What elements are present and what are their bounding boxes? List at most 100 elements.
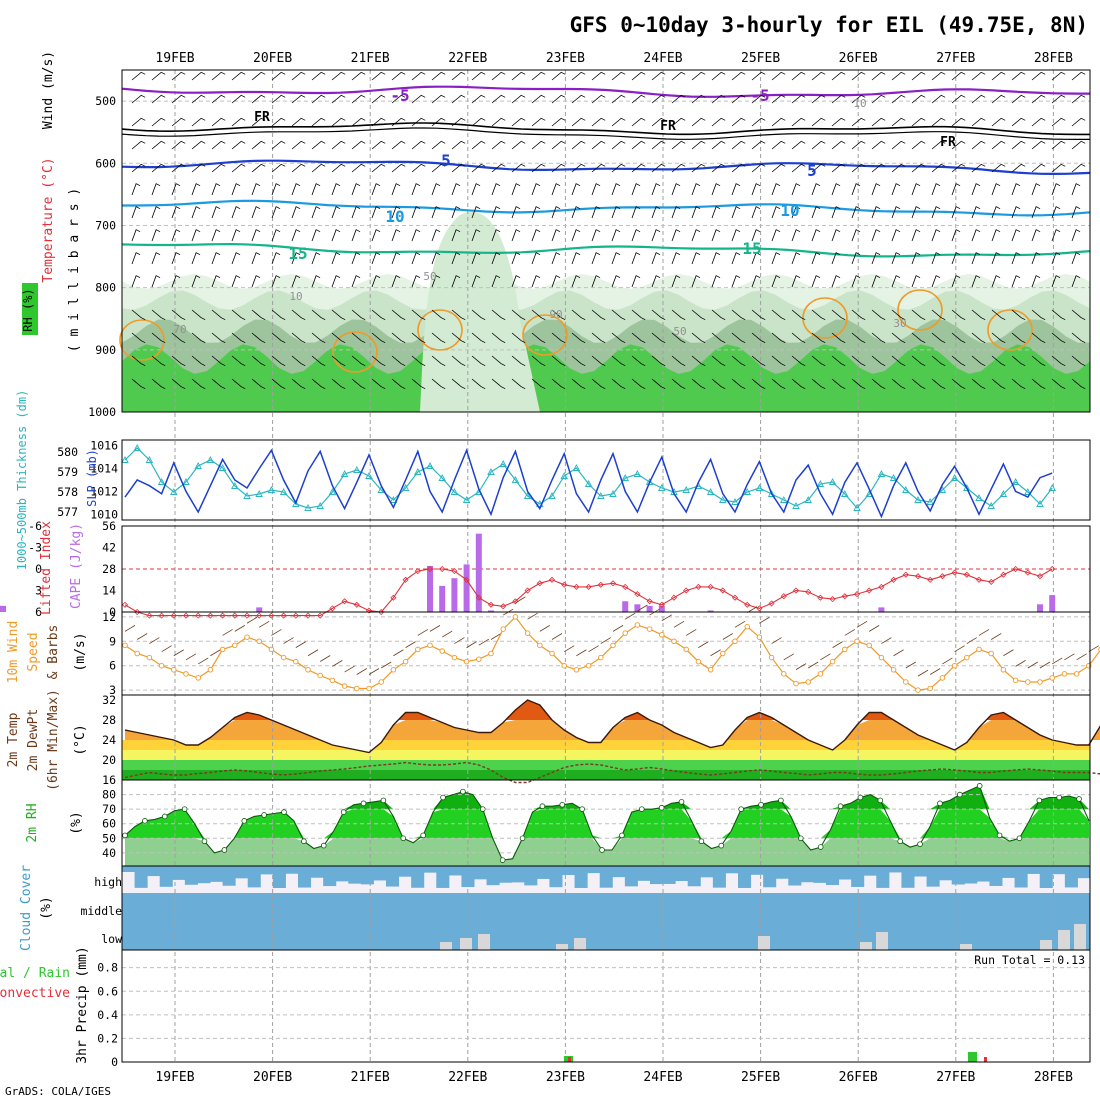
- wind-barb: [771, 355, 786, 367]
- wind-barb: [331, 94, 346, 104]
- wind-speed-point: [476, 656, 482, 662]
- wind-speed-point: [402, 658, 409, 665]
- wind-barb: [331, 252, 341, 265]
- minmax-axis-label: (6hr Min/Max): [46, 689, 61, 791]
- thickness-point: [511, 476, 520, 483]
- wind-speed-point: [158, 662, 165, 669]
- wind-barb: [731, 71, 746, 81]
- rh-contour-label: 30: [893, 317, 906, 330]
- wind-barb: [211, 94, 226, 104]
- wind-barb: [211, 140, 226, 150]
- wind-barb: [271, 332, 286, 344]
- wind-barb: [811, 140, 826, 150]
- wind-barb: [251, 163, 266, 173]
- lifted-index-point: [939, 573, 946, 580]
- wind-barb-10m: [722, 633, 734, 640]
- wind-barb: [431, 71, 446, 81]
- wind-barb: [311, 117, 326, 127]
- wind-speed-point: [1061, 671, 1068, 677]
- wind-barb: [991, 229, 1001, 242]
- wind-barb: [751, 229, 761, 242]
- wind-barb: [951, 206, 961, 219]
- wind-barb: [551, 355, 566, 367]
- wind-barb: [231, 163, 246, 173]
- wind-speed-point: [695, 658, 702, 665]
- lifted-index-point: [1024, 569, 1031, 576]
- wind-barb: [891, 355, 906, 367]
- wind-barb: [351, 229, 361, 242]
- wind-speed-point: [305, 667, 311, 673]
- lifted-index-point: [622, 583, 629, 590]
- wind-barb: [391, 140, 406, 150]
- thickness-point: [1048, 484, 1056, 491]
- wind-barb: [991, 252, 1001, 265]
- thickness-tick: 579: [57, 465, 78, 479]
- wind-barb: [931, 94, 946, 104]
- wind-barb: [451, 183, 461, 196]
- temp-tick: 16: [102, 773, 116, 787]
- wind-barb: [591, 183, 601, 196]
- wind-barb: [791, 332, 806, 344]
- wind-barb: [491, 355, 506, 367]
- wind-speed-point: [1049, 675, 1055, 681]
- thickness-point: [792, 502, 800, 509]
- rh-point: [559, 801, 566, 808]
- wind-barb: [971, 252, 981, 265]
- cloud-high-bar: [197, 866, 211, 884]
- rh-point: [1076, 796, 1082, 802]
- wind-barb: [191, 94, 206, 104]
- wind-barb: [711, 275, 721, 288]
- wind-barb: [151, 140, 166, 150]
- wind-barb: [431, 229, 441, 242]
- wind-barb: [371, 163, 386, 173]
- wind-speed-point: [610, 642, 616, 649]
- lifted-index-point: [219, 612, 226, 619]
- wind-barb-10m: [405, 641, 416, 648]
- wind-barb: [871, 275, 881, 288]
- date-label-top: 23FEB: [546, 51, 585, 66]
- slp-tick: 1010: [90, 507, 118, 521]
- thickness-point: [426, 462, 434, 469]
- wind-barb: [871, 94, 886, 104]
- thickness-line: [124, 447, 1053, 509]
- wind-speed-point: [390, 667, 397, 673]
- wind-barb: [831, 140, 846, 150]
- wind-barb: [191, 140, 206, 150]
- wind-barb-10m: [612, 625, 624, 632]
- wind-barb: [1011, 275, 1021, 288]
- wind-barb: [431, 252, 441, 265]
- wind-barb: [891, 140, 906, 150]
- wind-barb: [751, 140, 766, 150]
- wind-barb: [851, 183, 861, 196]
- date-label-top: 27FEB: [936, 51, 975, 66]
- wind-barb-10m: [295, 641, 307, 648]
- wind-barb: [151, 94, 166, 104]
- wind-barb: [371, 183, 381, 196]
- wind-speed-point: [427, 642, 433, 649]
- rh-unit-label: (%): [69, 811, 84, 834]
- wind-barb: [1071, 140, 1086, 150]
- wind-barb: [271, 163, 286, 173]
- date-label-top: 28FEB: [1034, 51, 1073, 66]
- wind-barb: [891, 163, 906, 173]
- cape-bar: [0, 605, 6, 612]
- date-label-bottom: 26FEB: [839, 1070, 878, 1085]
- wind-barb: [131, 206, 141, 219]
- wind-barb: [371, 229, 381, 242]
- wind-barb: [811, 163, 826, 173]
- wind-barb: [251, 378, 266, 390]
- wind-barb: [691, 332, 706, 344]
- wind-speed-point: [964, 654, 970, 661]
- lifted-index-point: [231, 612, 238, 619]
- wind-barb: [251, 309, 266, 321]
- wind-barb: [631, 206, 641, 219]
- wind-speed-point: [622, 630, 628, 636]
- lifted-index-point: [609, 580, 617, 587]
- wind-barb: [291, 275, 301, 288]
- mb-tick: 600: [95, 156, 116, 170]
- cloud-high-bar: [712, 866, 726, 888]
- thickness-tick: 577: [57, 505, 78, 519]
- wind-barb: [931, 275, 941, 288]
- wind-barb: [651, 71, 666, 81]
- wind-speed-point: [122, 642, 128, 649]
